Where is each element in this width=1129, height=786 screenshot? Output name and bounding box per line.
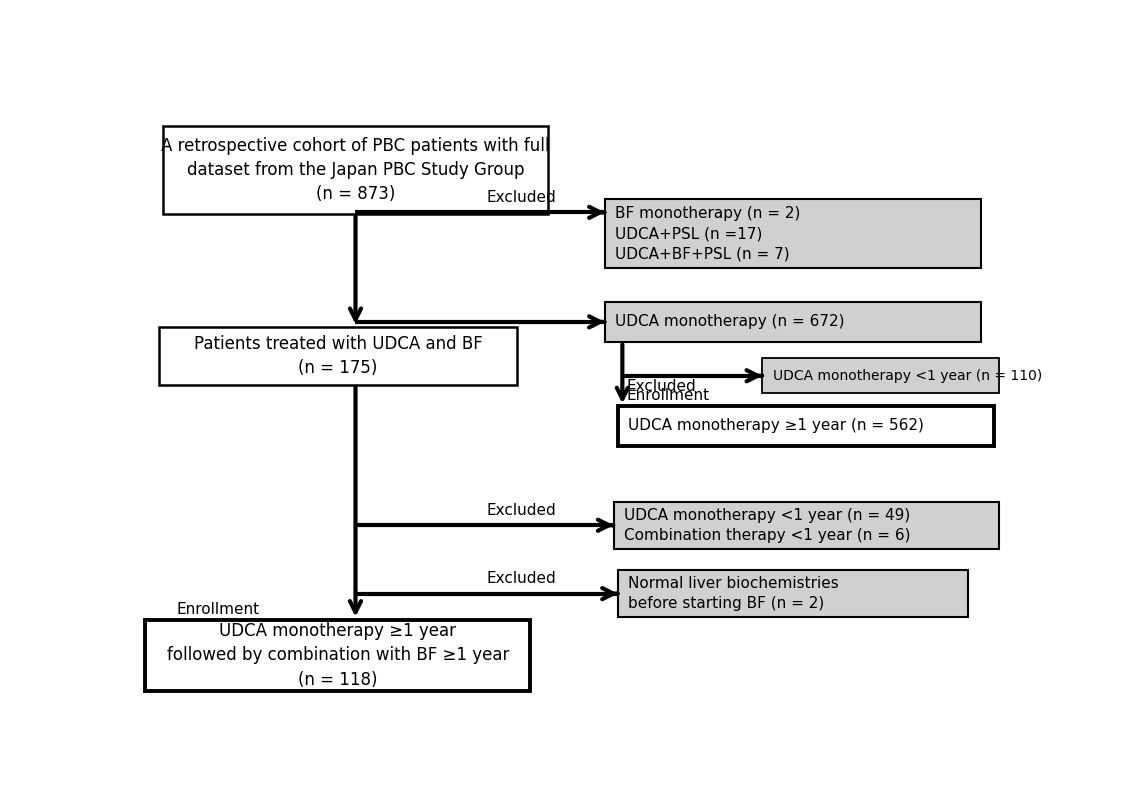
- FancyBboxPatch shape: [158, 327, 517, 384]
- Text: UDCA monotherapy (n = 672): UDCA monotherapy (n = 672): [615, 314, 844, 329]
- Text: Enrollment: Enrollment: [176, 601, 260, 617]
- Text: A retrospective cohort of PBC patients with full
dataset from the Japan PBC Stud: A retrospective cohort of PBC patients w…: [161, 137, 550, 204]
- Text: UDCA monotherapy <1 year (n = 49)
Combination therapy <1 year (n = 6): UDCA monotherapy <1 year (n = 49) Combin…: [624, 508, 911, 543]
- Text: Excluded: Excluded: [487, 190, 557, 205]
- Text: Excluded: Excluded: [487, 503, 557, 518]
- Text: Excluded: Excluded: [627, 380, 697, 395]
- FancyBboxPatch shape: [163, 126, 548, 214]
- FancyBboxPatch shape: [618, 570, 968, 617]
- Text: Patients treated with UDCA and BF
(n = 175): Patients treated with UDCA and BF (n = 1…: [193, 335, 482, 377]
- FancyBboxPatch shape: [762, 358, 999, 393]
- Text: Excluded: Excluded: [487, 571, 557, 586]
- FancyBboxPatch shape: [605, 199, 981, 268]
- Text: Normal liver biochemistries
before starting BF (n = 2): Normal liver biochemistries before start…: [629, 576, 839, 612]
- Text: Enrollment: Enrollment: [627, 388, 710, 403]
- Text: UDCA monotherapy ≥1 year (n = 562): UDCA monotherapy ≥1 year (n = 562): [629, 418, 925, 434]
- Text: UDCA monotherapy <1 year (n = 110): UDCA monotherapy <1 year (n = 110): [773, 369, 1042, 383]
- FancyBboxPatch shape: [618, 406, 995, 446]
- Text: UDCA monotherapy ≥1 year
followed by combination with BF ≥1 year
(n = 118): UDCA monotherapy ≥1 year followed by com…: [167, 622, 509, 689]
- FancyBboxPatch shape: [614, 501, 999, 549]
- FancyBboxPatch shape: [605, 302, 981, 342]
- FancyBboxPatch shape: [146, 619, 531, 691]
- Text: BF monotherapy (n = 2)
UDCA+PSL (n =17)
UDCA+BF+PSL (n = 7): BF monotherapy (n = 2) UDCA+PSL (n =17) …: [615, 206, 800, 262]
